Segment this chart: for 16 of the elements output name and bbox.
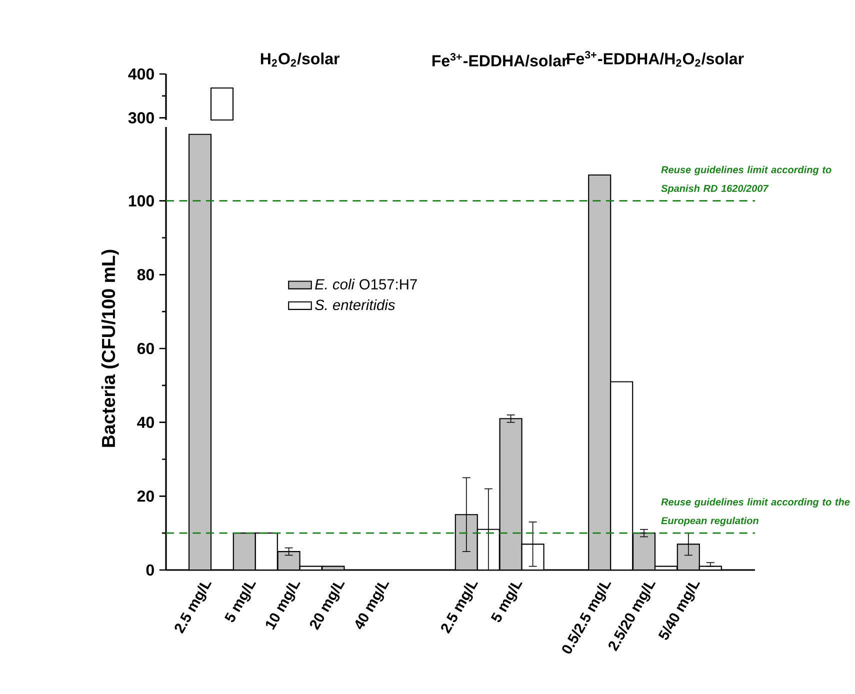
- text: Fe$^{3+}$-EDDHA/solar: [432, 53, 568, 67]
- y-tick-label: 40: [137, 416, 154, 428]
- y-tick-label: 0: [146, 564, 154, 576]
- y-tick-label: 100: [128, 195, 154, 206]
- ref-line-label: Reuse guidelines limit according to Spanish RD 1620/2007: [661, 166, 832, 194]
- legend-label: E. coli O157:H7: [315, 278, 417, 290]
- text: H$_{2}$O$_{2}$/solar: [260, 52, 340, 67]
- ref-line-label: Reuse guidelines limit according to the European regulation: [661, 498, 850, 526]
- y-axis-title: Bacteria (CFU/100 mL): [101, 250, 119, 447]
- text: Fe$^{3+}$-EDDHA/H$_{2}$O$_{2}$/solar: [567, 50, 744, 67]
- y-tick-label: 400: [128, 68, 154, 80]
- legend-label: S. enteritidis: [314, 299, 395, 310]
- y-tick-label: 60: [137, 342, 154, 354]
- y-tick-label: 20: [137, 490, 154, 502]
- y-tick-label: 300: [128, 112, 154, 124]
- y-tick-label: 80: [137, 269, 154, 280]
